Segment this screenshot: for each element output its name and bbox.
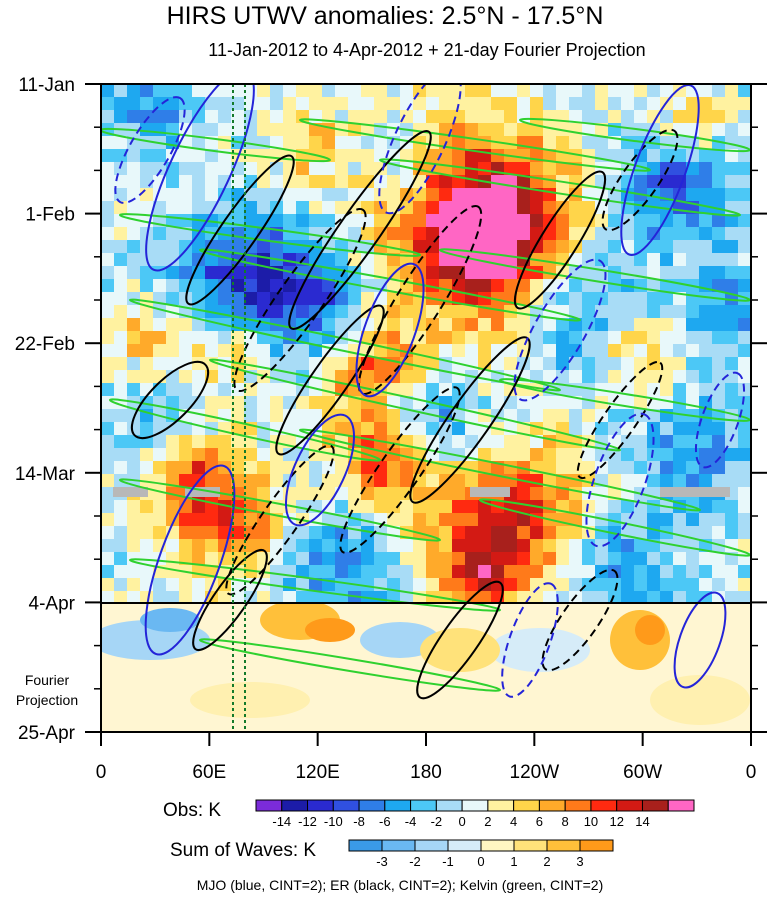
fourier-projection-label: Fourier Projection xyxy=(4,670,90,710)
axis-ticks: 0 60E 120E 180 120W 60W 0 11-Jan 1-Feb 22-Feb 14-M… xyxy=(15,75,767,783)
y-tick-label: 11-Jan xyxy=(18,75,75,96)
colorbar-label: -6 xyxy=(379,814,391,829)
colorbar-label: 1 xyxy=(510,854,517,869)
colorbar-swatch xyxy=(348,839,383,852)
colorbar-swatch xyxy=(358,799,386,812)
colorbar-label: -2 xyxy=(431,814,443,829)
colorbar-swatch xyxy=(281,799,309,812)
colorbar-label: -10 xyxy=(324,814,343,829)
obs-field xyxy=(101,84,751,604)
colorbar-swatch xyxy=(667,799,695,812)
colorbar-swatch xyxy=(461,799,489,812)
colorbar-swatch xyxy=(513,799,540,812)
colorbar-swatch xyxy=(546,839,581,852)
colorbar-label: -2 xyxy=(409,854,421,869)
colorbar-label: -14 xyxy=(272,814,291,829)
chart-subtitle: 11-Jan-2012 to 4-Apr-2012 + 21-day Fouri… xyxy=(208,40,646,60)
colorbar-label: -1 xyxy=(442,854,454,869)
colorbar-label: -3 xyxy=(376,854,388,869)
colorbar-label: 2 xyxy=(484,814,491,829)
fourier-label-line1: Fourier xyxy=(24,672,70,688)
x-tick-label: 120E xyxy=(295,762,339,783)
x-tick-label: 180 xyxy=(410,762,442,783)
y-tick-label: 25-Apr xyxy=(18,723,76,744)
colorbar-swatch xyxy=(332,799,360,812)
colorbar-label: 10 xyxy=(584,814,598,829)
waves-legend-label: Sum of Waves: K xyxy=(170,840,317,861)
fourier-field xyxy=(101,603,751,732)
waves-colorbar: -3 -2 -1 0 1 2 3 xyxy=(348,839,614,869)
colorbar-label: 8 xyxy=(562,814,569,829)
colorbar-label: 14 xyxy=(635,814,649,829)
colorbar-label: 3 xyxy=(576,854,583,869)
colorbar-swatch xyxy=(381,839,416,852)
y-tick-label: 4-Apr xyxy=(29,593,76,614)
colorbar-swatch xyxy=(590,799,618,812)
y-tick-label: 22-Feb xyxy=(15,334,75,355)
colorbar-swatch xyxy=(513,839,548,852)
colorbar-swatch xyxy=(414,839,449,852)
y-tick-label: 14-Mar xyxy=(15,464,76,485)
colorbar-swatch xyxy=(641,799,669,812)
colorbar-label: 0 xyxy=(459,814,466,829)
colorbar-swatch xyxy=(384,799,412,812)
obs-legend-label: Obs: K xyxy=(163,800,222,821)
colorbar-swatch xyxy=(435,799,463,812)
colorbar-label: -4 xyxy=(405,814,417,829)
colorbar-swatch xyxy=(538,799,566,812)
colorbar-swatch xyxy=(616,799,643,812)
colorbar-swatch xyxy=(447,839,482,852)
colorbar-swatch xyxy=(307,799,334,812)
colorbar-swatch xyxy=(410,799,437,812)
colorbar-swatch xyxy=(487,799,515,812)
colorbar-label: 6 xyxy=(536,814,543,829)
x-tick-label: 0 xyxy=(96,762,107,783)
x-tick-label: 60W xyxy=(623,762,662,783)
wave-contours xyxy=(101,84,751,700)
colorbar-swatch xyxy=(480,839,515,852)
colorbar-label: 2 xyxy=(543,854,550,869)
plot-area xyxy=(101,84,751,732)
colorbar-swatch xyxy=(579,839,614,852)
y-tick-label: 1-Feb xyxy=(25,205,75,226)
x-tick-label: 60E xyxy=(192,762,226,783)
colorbar-label: -8 xyxy=(353,814,365,829)
contour-legend-text: MJO (blue, CINT=2); ER (black, CINT=2); … xyxy=(196,877,604,893)
colorbar-label: 0 xyxy=(477,854,484,869)
colorbar-swatch xyxy=(255,799,283,812)
colorbar-label: -12 xyxy=(298,814,317,829)
x-tick-label: 120W xyxy=(510,762,560,783)
colorbar-label: 4 xyxy=(510,814,517,829)
colorbar-swatch xyxy=(564,799,592,812)
fourier-label-line2: Projection xyxy=(15,692,79,708)
colorbar-label: 12 xyxy=(609,814,623,829)
x-tick-label: 0 xyxy=(746,762,757,783)
obs-colorbar: -14 -12 -10 -8 -6 -4 -2 0 2 4 6 8 10 12 14 xyxy=(255,799,695,829)
chart-title: HIRS UTWV anomalies: 2.5°N - 17.5°N xyxy=(166,2,604,30)
